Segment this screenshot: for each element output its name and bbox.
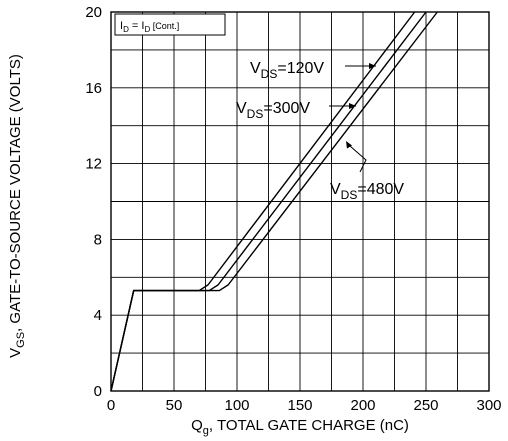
annotation-arrow-line xyxy=(349,145,367,173)
y-axis-label: VGS, GATE-TO-SOURCE VOLTAGE (VOLTS) xyxy=(7,54,27,358)
annotation-120V: VDS=120V xyxy=(250,60,376,81)
x-tick-label: 200 xyxy=(350,397,375,414)
plot-area-frame xyxy=(110,11,490,392)
condition-label: ID = ID [Cont.] xyxy=(120,20,179,34)
annotation-480V: VDS=480V xyxy=(330,141,404,202)
y-tick-label: 16 xyxy=(85,80,102,97)
annotation-arrow-head xyxy=(369,63,376,69)
x-tick-label: 100 xyxy=(224,397,249,414)
curve-annotations: VDS=120V VDS=300V VDS=480V xyxy=(236,60,404,202)
annotation-arrow-head xyxy=(349,103,356,109)
curve-480V xyxy=(110,11,438,392)
x-tick-label: 300 xyxy=(476,397,501,414)
y-tick-label: 4 xyxy=(94,307,102,324)
y-tick-label: 0 xyxy=(94,383,102,400)
curve-label-120V: VDS=120V xyxy=(250,60,324,81)
curve-label-480V: VDS=480V xyxy=(330,181,404,202)
y-tick-label: 12 xyxy=(85,156,102,173)
x-axis-label: Qg, TOTAL GATE CHARGE (nC) xyxy=(191,417,409,437)
tick-labels: 0 50 100 150 200 250 300 0 4 8 12 16 20 xyxy=(85,4,501,414)
x-tick-label: 50 xyxy=(166,397,183,414)
curve-series xyxy=(110,11,438,392)
annotation-300V: VDS=300V xyxy=(236,100,356,121)
grid-lines xyxy=(111,12,489,391)
annotation-arrow-head xyxy=(346,141,353,149)
y-tick-label: 8 xyxy=(94,231,102,248)
x-tick-label: 150 xyxy=(287,397,312,414)
curve-label-300V: VDS=300V xyxy=(236,100,310,121)
y-tick-label: 20 xyxy=(85,4,102,21)
condition-box: ID = ID [Cont.] xyxy=(114,13,226,36)
x-tick-label: 250 xyxy=(413,397,438,414)
x-tick-label: 0 xyxy=(107,397,115,414)
